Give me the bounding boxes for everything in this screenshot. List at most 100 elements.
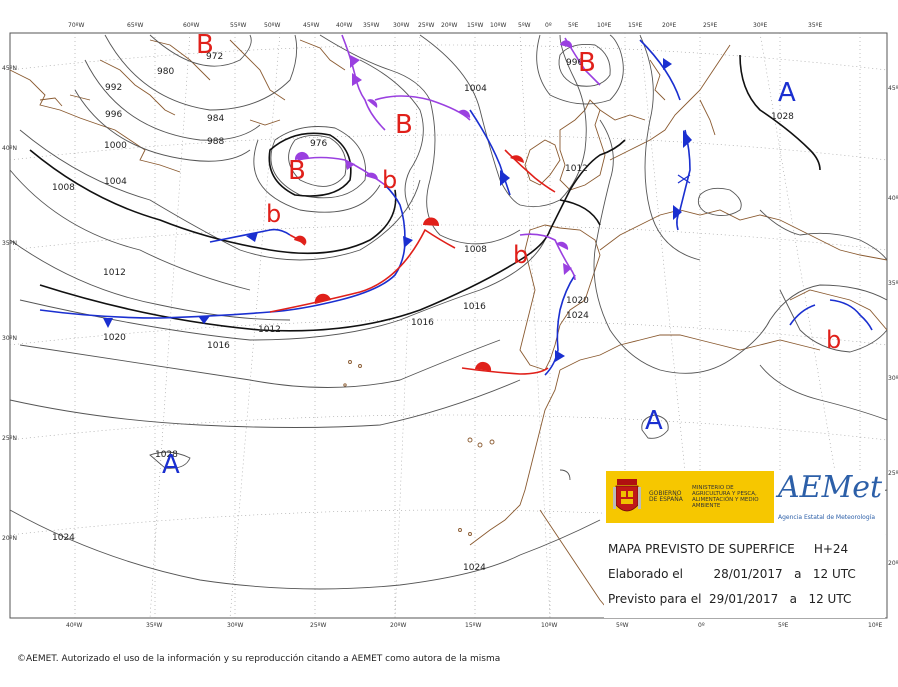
isobar-value-label: 1012 xyxy=(103,268,126,278)
warm-front-semicircles xyxy=(294,155,524,371)
latitude-label: 20ºN xyxy=(2,535,17,542)
isobar-value-label: 1016 xyxy=(411,318,434,328)
longitude-label: 15ºE xyxy=(628,22,643,29)
longitude-label: 35ºW xyxy=(146,622,163,629)
longitude-label: 0º xyxy=(545,22,552,29)
longitude-label: 45ºW xyxy=(303,22,320,29)
isobar-value-label: 988 xyxy=(207,137,225,147)
isobar-value-label: 1016 xyxy=(463,302,486,312)
cold-front-triangles xyxy=(103,58,692,362)
isobar-value-label: 996 xyxy=(566,58,584,68)
longitude-label: 0º xyxy=(698,622,705,629)
isobar-value-label: 984 xyxy=(207,114,225,124)
government-logo: GOBIERNO DE ESPAÑA MINISTERIO DE AGRICUL… xyxy=(606,471,774,523)
isobar-value-label: 1008 xyxy=(464,245,487,255)
longitude-label: 10ºE xyxy=(597,22,612,29)
latitude-label: 30ºN xyxy=(888,375,898,382)
isobar-value-label: 1020 xyxy=(566,296,589,306)
longitude-label: 40ºW xyxy=(336,22,353,29)
latitude-label: 35ºN xyxy=(2,240,17,247)
government-label: GOBIERNO DE ESPAÑA xyxy=(649,490,683,503)
longitude-label: 70ºW xyxy=(68,22,85,29)
graticule xyxy=(9,32,888,619)
longitude-label: 20ºW xyxy=(441,22,458,29)
isobar-value-label: 1012 xyxy=(565,164,588,174)
longitude-label: 60ºW xyxy=(183,22,200,29)
low-pressure-label: b xyxy=(382,166,398,194)
longitude-label: 15ºW xyxy=(465,622,482,629)
longitude-label: 35ºE xyxy=(808,22,823,29)
high-pressure-label: A xyxy=(162,450,180,480)
longitude-label: 25ºE xyxy=(703,22,718,29)
isobar-value-label: 992 xyxy=(105,83,123,93)
latitude-label: 45ºN xyxy=(888,85,898,92)
latitude-label: 35ºN xyxy=(888,280,898,287)
latitude-label: 30ºN xyxy=(2,335,17,342)
isobar-value-label: 972 xyxy=(206,52,224,62)
isobar-value-label: 1028 xyxy=(771,112,794,122)
agency-name: Agencia Estatal de Meteorología xyxy=(778,514,875,521)
map-title: MAPA PREVISTO DE SUPERFICE H+24 xyxy=(608,542,849,556)
aemet-logo-text: AEMet xyxy=(778,470,883,505)
isobar-value-label: 1024 xyxy=(52,533,75,543)
longitude-label: 5ºE xyxy=(568,22,579,29)
isobar-value-label: 1004 xyxy=(104,177,127,187)
longitude-label: 30ºW xyxy=(227,622,244,629)
isobar-value-label: 1012 xyxy=(258,325,281,335)
high-pressure-label: A xyxy=(778,78,796,108)
high-pressure-label: A xyxy=(645,406,663,436)
isobar-value-label: 976 xyxy=(310,139,328,149)
longitude-label: 40ºW xyxy=(66,622,83,629)
isobars-major xyxy=(29,54,821,332)
longitude-label: 10ºW xyxy=(490,22,507,29)
legend-panel: GOBIERNO DE ESPAÑA MINISTERIO DE AGRICUL… xyxy=(604,470,885,618)
low-pressure-label: B xyxy=(196,30,214,60)
isobar-value-label: 996 xyxy=(105,110,123,120)
longitude-label: 5ºE xyxy=(778,622,789,629)
isobar-value-label: 1020 xyxy=(103,333,126,343)
longitude-label: 55ºW xyxy=(230,22,247,29)
latitude-label: 25ºN xyxy=(888,470,898,477)
isobar-value-label: 1016 xyxy=(207,341,230,351)
occluded-front-symbols xyxy=(294,40,573,275)
low-pressure-label: B xyxy=(288,156,306,186)
isobar-value-label: 1024 xyxy=(566,311,589,321)
latitude-label: 25ºN xyxy=(2,435,17,442)
longitude-label: 5ºW xyxy=(616,622,629,629)
low-pressure-label: b xyxy=(266,200,282,228)
longitude-label: 10ºW xyxy=(541,622,558,629)
low-pressure-label: B xyxy=(395,110,413,140)
longitude-label: 35ºW xyxy=(363,22,380,29)
longitude-label: 50ºW xyxy=(264,22,281,29)
cold-fronts xyxy=(39,39,873,376)
longitude-label: 15ºW xyxy=(467,22,484,29)
isobar-value-label: 1024 xyxy=(463,563,486,573)
low-pressure-label: b xyxy=(826,326,842,354)
coastlines xyxy=(9,39,888,619)
isobar-value-label: 1008 xyxy=(52,183,75,193)
longitude-label: 25ºW xyxy=(310,622,327,629)
longitude-label: 10ºE xyxy=(868,622,883,629)
elaborated-date: Elaborado el 28/01/2017 a 12 UTC xyxy=(608,567,856,581)
isobar-value-label: 1028 xyxy=(155,450,178,460)
isobar-value-label: 1000 xyxy=(104,141,127,151)
latitude-label: 40ºN xyxy=(2,145,17,152)
longitude-label: 65ºW xyxy=(127,22,144,29)
longitude-label: 20ºW xyxy=(390,622,407,629)
latitude-label: 20ºN xyxy=(888,560,898,567)
front-cross-marks xyxy=(677,174,691,184)
low-pressure-label: b xyxy=(513,241,529,269)
longitude-label: 5ºW xyxy=(518,22,531,29)
aemet-logo: AEMet Agencia Estatal de Meteorología xyxy=(776,470,884,526)
isobar-value-label: 980 xyxy=(157,67,175,77)
copyright-footer: ©AEMET. Autorizado el uso de la informac… xyxy=(17,654,501,664)
longitude-label: 30ºW xyxy=(393,22,410,29)
latitude-label: 40ºN xyxy=(888,195,898,202)
longitude-label: 20ºE xyxy=(662,22,677,29)
valid-date: Previsto para el 29/01/2017 a 12 UTC xyxy=(608,592,852,606)
isobar-value-label: 1004 xyxy=(464,84,487,94)
low-pressure-label: B xyxy=(578,48,596,78)
coat-of-arms-icon xyxy=(613,479,641,512)
longitude-label: 25ºW xyxy=(418,22,435,29)
